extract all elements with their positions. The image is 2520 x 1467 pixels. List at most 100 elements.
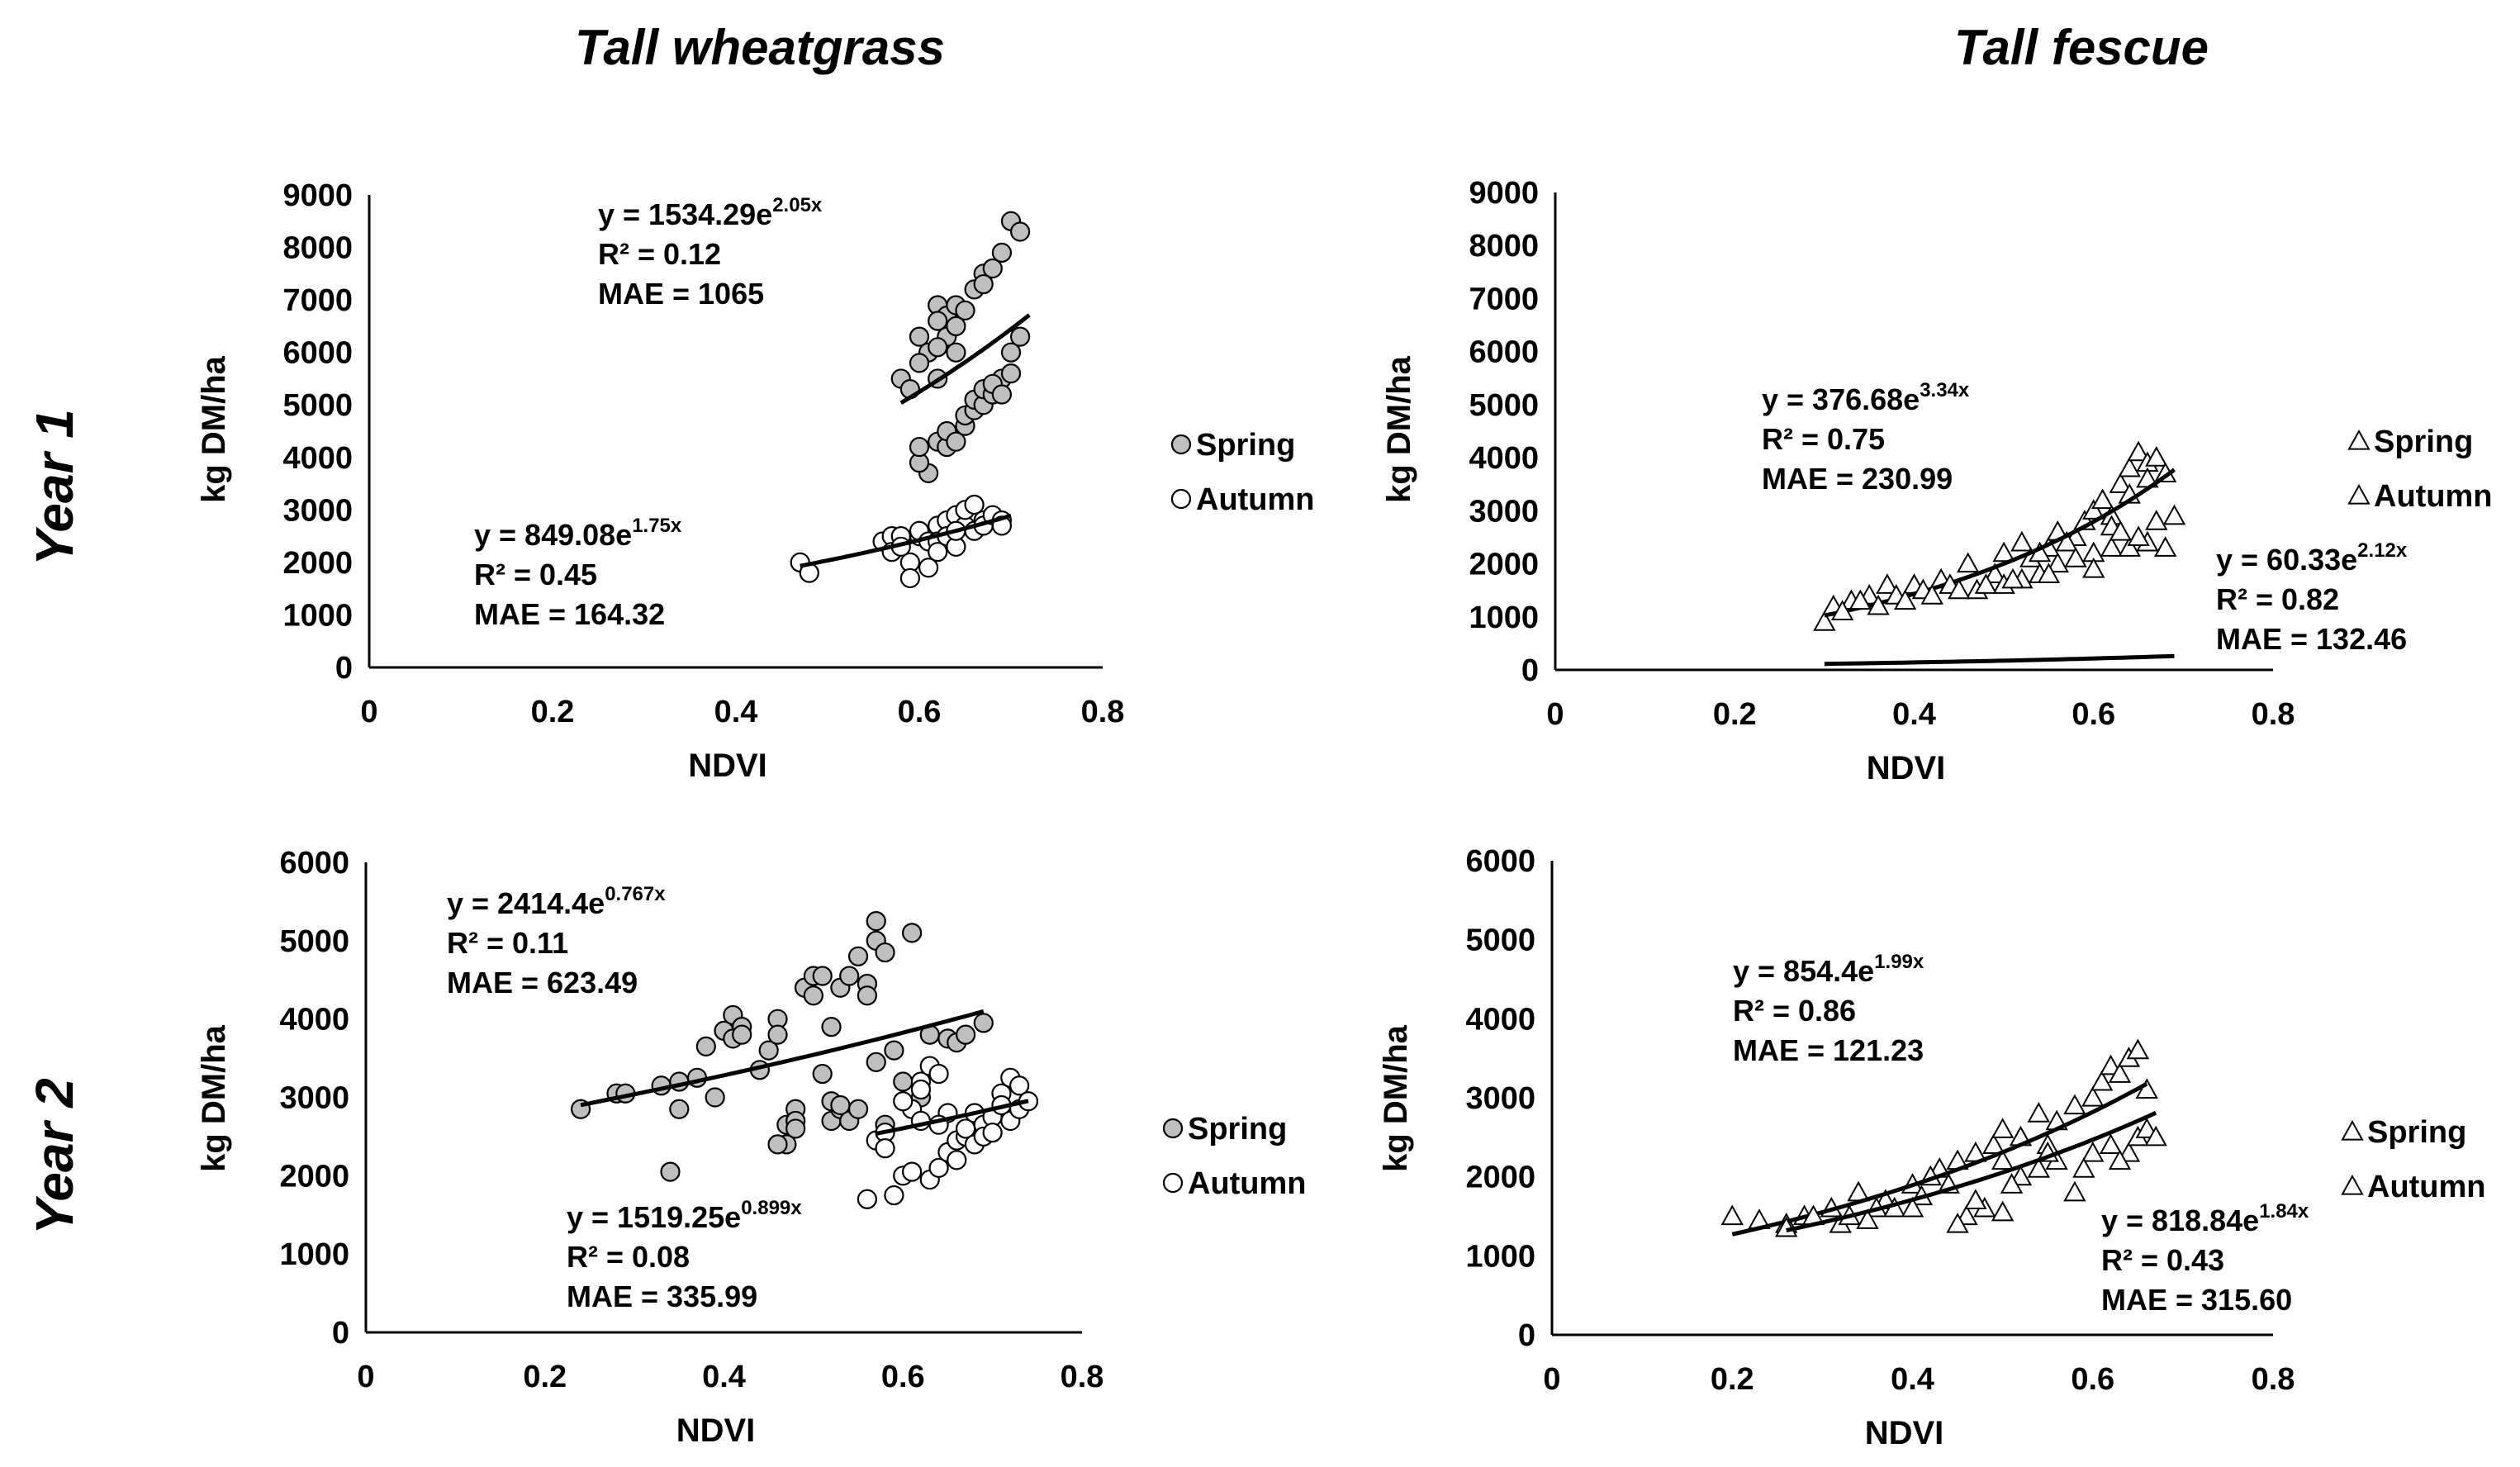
data-point-spring (2090, 1070, 2114, 1091)
data-point-spring (991, 384, 1013, 405)
r-squared: R² = 0.86 (1733, 994, 1856, 1028)
series-autumn (1830, 504, 2186, 620)
data-point-autumn (1991, 1200, 2015, 1222)
data-point-autumn (1946, 1213, 1969, 1233)
y-tick-label: 0 (335, 651, 353, 686)
data-point-spring (1992, 541, 2015, 563)
data-point-autumn (1856, 1208, 1879, 1229)
regression-equation: y = 1534.29e2.05x (598, 194, 823, 231)
data-point-autumn (884, 1185, 904, 1206)
y-axis-label: kg DM/ha (196, 1024, 232, 1172)
panel-year2-tall-wheatgrass: 0 1000 2000 3000 4000 5000 6000 0 0.2 0.4 0.6 0.8 ND… (196, 846, 1307, 1449)
legend: Spring Autumn (2347, 425, 2493, 514)
series-spring (1720, 1038, 2158, 1233)
data-point-spring (982, 258, 1003, 279)
data-point-spring (1009, 221, 1031, 242)
data-point-autumn (982, 1123, 1003, 1143)
y-tick-label: 5000 (282, 388, 353, 423)
data-point-autumn (2027, 1157, 2050, 1178)
x-tick-label: 0.4 (702, 1360, 746, 1394)
r-squared: R² = 0.12 (598, 237, 721, 271)
data-point-spring (767, 1024, 788, 1045)
y-tick-label: 9000 (1469, 176, 1539, 211)
y-tick-label: 2000 (1465, 1161, 1535, 1195)
equation-autumn: y = 818.84e1.84x R² = 0.43 MAE = 315.60 (2101, 1200, 2309, 1317)
legend-marker-autumn (1170, 488, 1192, 510)
data-point-spring (758, 1040, 779, 1061)
x-tick-label: 0.2 (1711, 1362, 1754, 1397)
data-point-spring (901, 923, 923, 943)
legend-marker-spring (1170, 434, 1192, 455)
y-tick-label: 6000 (282, 336, 353, 371)
data-point-spring (812, 966, 833, 986)
mae-value: MAE = 164.32 (474, 597, 665, 631)
data-point-spring (973, 1013, 994, 1033)
data-point-autumn (893, 1091, 914, 1112)
data-point-spring (2010, 530, 2034, 552)
data-point-autumn (918, 558, 939, 578)
data-point-spring (847, 946, 869, 966)
data-point-autumn (1920, 584, 1943, 605)
data-point-spring (812, 1063, 833, 1085)
mae-value: MAE = 335.99 (567, 1279, 757, 1313)
trendline-spring (580, 1009, 985, 1108)
data-point-spring (1000, 363, 1022, 384)
y-tick-label: 4000 (282, 441, 353, 476)
y-tick-label: 9000 (282, 178, 353, 213)
y-tick-label: 8000 (1469, 229, 1539, 263)
data-point-autumn (1948, 578, 1971, 600)
data-point-autumn (1974, 573, 1998, 594)
y-tick-label: 6000 (1465, 844, 1535, 879)
data-point-spring (2126, 1038, 2150, 1060)
y-tick-label: 6000 (1469, 335, 1539, 370)
regression-equation: y = 1519.25e0.899x (567, 1197, 802, 1234)
legend-label-spring: Spring (1188, 1112, 1287, 1147)
data-point-spring (2108, 1062, 2132, 1083)
data-point-autumn (2063, 1180, 2086, 1202)
trendline-spring (1824, 468, 2176, 618)
data-point-autumn (901, 1161, 923, 1182)
data-point-spring (1876, 573, 1899, 594)
data-point-spring (767, 1134, 788, 1155)
y-tick-label: 4000 (1469, 441, 1539, 476)
regression-equation: y = 60.33e2.12x (2216, 539, 2408, 577)
data-point-autumn (2064, 547, 2087, 567)
data-point-autumn (2108, 1149, 2132, 1170)
panel-year1-tall-wheatgrass: 0 1000 2000 3000 4000 5000 6000 7000 8000 9000 0 0.… (196, 178, 1315, 784)
trendline-autumn (800, 513, 1012, 568)
data-point-autumn (1848, 589, 1872, 610)
x-tick-label: 0 (1543, 1362, 1560, 1397)
data-point-autumn (2162, 504, 2186, 525)
trendline-autumn (1786, 1110, 2157, 1233)
r-squared: R² = 0.75 (1762, 422, 1885, 456)
legend-label-autumn: Autumn (2374, 479, 2493, 514)
data-point-autumn (2037, 563, 2061, 583)
data-point-spring (875, 942, 895, 963)
column-title-tall-fescue: Tall fescue (1954, 20, 2209, 75)
y-tick-label: 7000 (1469, 282, 1539, 316)
legend-label-autumn: Autumn (1196, 482, 1315, 517)
data-point-autumn (1009, 1075, 1030, 1096)
data-point-spring (705, 1087, 725, 1108)
data-point-spring (2118, 456, 2141, 477)
data-point-spring (2127, 440, 2150, 462)
data-point-spring (866, 1052, 886, 1072)
regression-equation: y = 854.4e1.99x (1733, 951, 1924, 988)
equation-spring: y = 376.68e3.34x R² = 0.75 MAE = 230.99 (1762, 379, 1970, 496)
y-axis-label: kg DM/ha (1381, 355, 1417, 503)
data-point-autumn (2135, 1118, 2158, 1138)
data-point-autumn (2100, 536, 2124, 557)
y-tick-label: 1000 (1465, 1239, 1535, 1274)
data-point-spring (1982, 1133, 2005, 1154)
legend-marker-spring (2347, 429, 2371, 450)
y-tick-label: 3000 (1469, 494, 1539, 529)
x-tick-label: 0 (360, 695, 377, 729)
r-squared: R² = 0.43 (2101, 1243, 2224, 1277)
data-point-spring (956, 1024, 976, 1045)
regression-equation: y = 849.08e1.75x (474, 515, 682, 552)
x-tick-label: 0.8 (2252, 697, 2295, 732)
x-tick-label: 0.8 (1081, 695, 1125, 729)
y-axis-label: kg DM/ha (1378, 1024, 1414, 1172)
data-point-spring (909, 436, 930, 458)
data-point-spring (857, 985, 878, 1006)
